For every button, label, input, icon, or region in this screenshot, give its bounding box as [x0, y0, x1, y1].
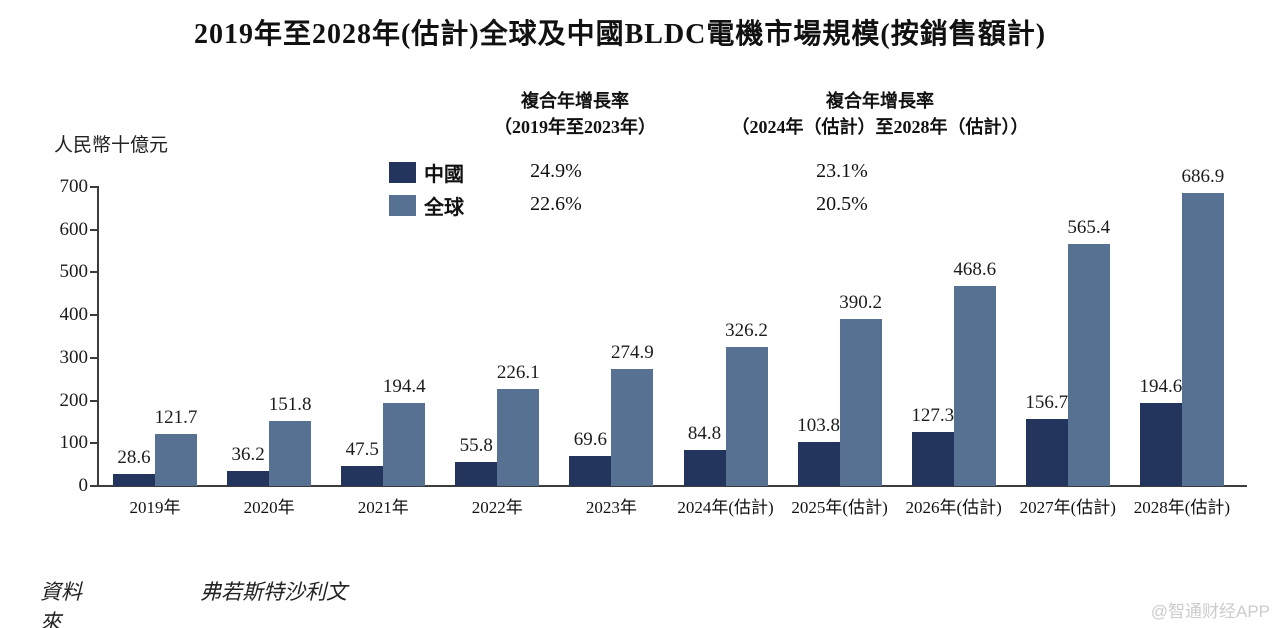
- legend-swatch-global-icon: [389, 194, 416, 216]
- legend-label-china: 中國: [424, 163, 464, 186]
- y-tick-label-400: 400: [59, 304, 89, 326]
- bar-label-global-9: 686.9: [1181, 165, 1225, 187]
- x-axis-label-9: 2028年(估計): [1133, 498, 1231, 517]
- bar-global-8: [1067, 244, 1110, 486]
- y-axis-unit-label: 人民幣十億元: [54, 135, 169, 156]
- y-tick-mark-100: [90, 442, 97, 445]
- bar-china-4: [569, 456, 612, 486]
- source-value: 弗若斯特沙利文: [200, 580, 347, 604]
- x-axis-label-6: 2025年(估計): [791, 498, 888, 517]
- y-tick-label-300: 300: [59, 346, 89, 368]
- bar-label-china-0: 28.6: [117, 446, 151, 468]
- bar-global-3: [497, 389, 540, 486]
- watermark: @智通财经APP: [1150, 602, 1270, 621]
- bar-global-6: [839, 319, 882, 486]
- y-tick-label-500: 500: [59, 261, 89, 283]
- bar-global-5: [725, 346, 768, 486]
- legend-row-china: 中國: [389, 160, 464, 186]
- bar-global-4: [611, 368, 654, 486]
- y-tick-label-600: 600: [59, 218, 89, 240]
- x-axis-label-8: 2027年(估計): [1019, 498, 1116, 517]
- cagr-china-2019-2023: 24.9%: [530, 160, 582, 182]
- x-axis-label-5: 2024年(估計): [677, 498, 774, 517]
- bar-label-china-1: 36.2: [231, 443, 265, 465]
- bar-label-china-4: 69.6: [573, 429, 608, 451]
- bar-china-6: [797, 441, 840, 486]
- bar-label-global-3: 226.1: [496, 362, 540, 384]
- y-tick-label-700: 700: [59, 176, 89, 197]
- bar-label-china-8: 156.7: [1025, 392, 1069, 414]
- cagr-global-2024-2028: 20.5%: [816, 193, 868, 215]
- bar-global-0: [155, 434, 197, 486]
- y-tick-label-0: 0: [78, 475, 89, 496]
- bar-label-global-1: 151.8: [268, 394, 312, 416]
- bar-global-9: [1181, 192, 1224, 486]
- cagr-header-2019-2023-line2: （2019年至2023年）: [494, 117, 656, 137]
- cagr-china-2024-2028: 23.1%: [816, 160, 868, 182]
- x-axis-label-3: 2022年: [471, 498, 523, 517]
- chart-title: 2019年至2028年(估計)全球及中國BLDC電機市場規模(按銷售額計): [193, 19, 1047, 50]
- x-axis-label-0: 2019年: [129, 498, 181, 517]
- y-tick-mark-600: [90, 228, 97, 231]
- bar-label-china-3: 55.8: [459, 435, 493, 457]
- x-axis-label-7: 2026年(估計): [905, 498, 1002, 517]
- y-tick-label-100: 100: [59, 432, 89, 454]
- bar-global-7: [953, 285, 996, 486]
- bar-label-global-4: 274.9: [611, 341, 654, 363]
- x-axis-label-2: 2021年: [357, 498, 409, 517]
- y-tick-mark-400: [90, 314, 97, 317]
- x-axis-label-1: 2020年: [243, 498, 295, 517]
- cagr-header-2019-2023-line1: 複合年增長率: [521, 91, 629, 111]
- y-tick-label-200: 200: [59, 389, 89, 411]
- y-tick-mark-0: [90, 485, 97, 487]
- bar-label-china-2: 47.5: [345, 438, 379, 460]
- cagr-header-2019-2023: 複合年增長率 （2019年至2023年）: [440, 88, 710, 140]
- bar-china-0: [113, 473, 155, 486]
- bar-label-global-0: 121.7: [154, 407, 198, 429]
- legend-label-global: 全球: [424, 196, 464, 219]
- bar-china-5: [683, 449, 726, 486]
- bar-china-8: [1025, 419, 1068, 486]
- source-label: 資料來源：: [40, 580, 82, 628]
- cagr-header-2024-2028-line1: 複合年增長率: [826, 91, 934, 111]
- cagr-global-2019-2023: 22.6%: [530, 193, 582, 215]
- cagr-header-2024-2028-line2: （2024年（估計）至2028年（估計））: [731, 117, 1029, 137]
- legend-swatch-china-icon: [389, 161, 416, 183]
- bar-label-china-9: 194.6: [1139, 375, 1183, 397]
- bar-china-9: [1139, 402, 1182, 486]
- bar-china-2: [341, 465, 384, 486]
- bar-label-global-8: 565.4: [1067, 217, 1111, 239]
- bar-china-7: [911, 431, 954, 486]
- y-tick-mark-200: [90, 399, 97, 402]
- bar-label-china-6: 103.8: [797, 414, 840, 436]
- bar-label-china-7: 127.3: [911, 404, 955, 426]
- legend-row-global: 全球: [389, 193, 464, 219]
- y-tick-mark-500: [90, 271, 97, 274]
- x-axis-line: [95, 485, 1247, 487]
- bar-label-global-6: 390.2: [839, 292, 882, 314]
- bar-label-global-7: 468.6: [953, 258, 997, 280]
- bar-global-2: [383, 402, 426, 486]
- bar-global-1: [269, 421, 312, 486]
- cagr-header-2024-2028: 複合年增長率 （2024年（估計）至2028年（估計））: [690, 88, 1070, 140]
- y-tick-mark-700: [90, 186, 97, 188]
- y-axis-line: [97, 186, 99, 487]
- x-axis-label-4: 2023年: [585, 498, 637, 517]
- bar-china-1: [227, 470, 270, 486]
- bar-label-china-5: 84.8: [687, 422, 722, 444]
- bar-label-global-5: 326.2: [725, 319, 768, 341]
- y-tick-mark-300: [90, 356, 97, 359]
- bar-china-3: [455, 462, 498, 486]
- bar-label-global-2: 194.4: [382, 375, 426, 397]
